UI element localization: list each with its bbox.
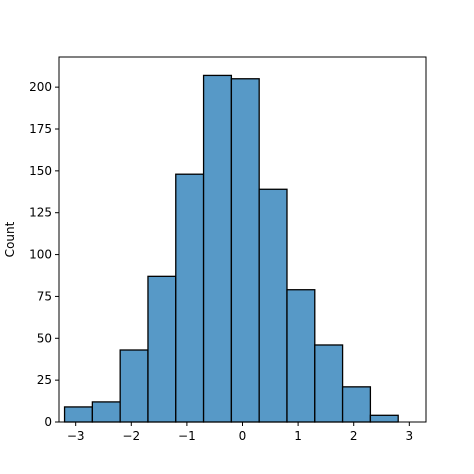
histogram-bar xyxy=(258,188,288,423)
x-tick-label: 1 xyxy=(294,429,302,443)
histogram-bar xyxy=(202,74,233,423)
x-tick-label: 0 xyxy=(239,429,247,443)
histogram-bar xyxy=(175,173,205,423)
histogram-bar xyxy=(147,275,177,423)
histogram-bar xyxy=(369,414,399,423)
histogram-bar xyxy=(341,386,372,423)
y-tick-label: 150 xyxy=(29,164,52,178)
y-tick-label: 0 xyxy=(44,415,52,429)
y-tick-label: 50 xyxy=(37,331,52,345)
y-tick-label: 175 xyxy=(29,122,52,136)
y-tick-label: 125 xyxy=(29,206,52,220)
x-tick-label: −1 xyxy=(178,429,196,443)
histogram-bar xyxy=(63,406,94,423)
x-tick-label: −3 xyxy=(67,429,85,443)
y-tick-label: 75 xyxy=(37,289,52,303)
histogram-bar xyxy=(286,289,316,423)
x-tick-label: 2 xyxy=(350,429,358,443)
histogram-bar xyxy=(314,344,344,423)
histogram-bar xyxy=(91,401,121,423)
y-tick-label: 100 xyxy=(29,248,52,262)
bars-group xyxy=(63,74,399,423)
y-axis-ticks: 0 25 50 75 100 125 150 175 200 xyxy=(29,80,59,429)
histogram-bar xyxy=(119,349,149,423)
x-tick-label: −2 xyxy=(122,429,140,443)
x-axis-ticks: −3 −2 −1 0 1 2 3 xyxy=(67,422,413,443)
y-axis-label: Count xyxy=(3,221,17,257)
histogram-bar xyxy=(230,78,260,423)
x-tick-label: 3 xyxy=(405,429,413,443)
y-tick-label: 200 xyxy=(29,80,52,94)
y-tick-label: 25 xyxy=(37,373,52,387)
